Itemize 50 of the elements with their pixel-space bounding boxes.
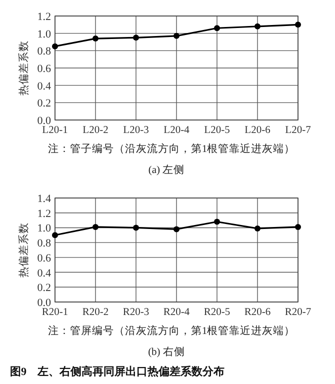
x-tick-label: L20-5 <box>204 125 230 136</box>
point <box>295 224 301 230</box>
point <box>214 218 220 225</box>
point <box>214 25 220 32</box>
x-tick-label: R20-5 <box>204 307 230 318</box>
text: (b) 右侧 <box>148 346 185 358</box>
x-tick-label: R20-4 <box>163 307 190 318</box>
x-tick-label: L20-1 <box>42 125 68 136</box>
x-tick-label: R20-2 <box>82 307 109 318</box>
x-tick-label: L20-3 <box>123 125 149 136</box>
point <box>52 232 58 238</box>
point <box>133 224 139 231</box>
point <box>174 32 180 39</box>
point <box>254 225 260 232</box>
y-tick-label: 0.4 <box>37 267 52 280</box>
point <box>254 23 260 30</box>
caption: 图9 左、右侧高再同屏出口热偏差系数分布 <box>10 365 224 378</box>
x-tick-label: L20-6 <box>244 125 270 136</box>
y-tick-label: 0.2 <box>37 98 51 110</box>
y-axis-title: 热偏差系数 <box>17 222 30 278</box>
x-tick-label: R20-1 <box>42 307 68 318</box>
x-axis-title: 注：管子编号（沿灰流方向，第1根管靠近进灰端） <box>48 142 296 155</box>
y-tick-label: 1.0 <box>37 222 52 235</box>
y-tick-label: 1.0 <box>37 28 52 40</box>
y-tick-label: 0.2 <box>37 282 51 294</box>
y-tick-label: 0.6 <box>37 63 52 75</box>
y-tick-label: 0.8 <box>37 46 52 58</box>
point <box>133 34 139 41</box>
point <box>92 36 98 42</box>
y-tick-label: 0.0 <box>37 115 52 127</box>
point <box>174 226 180 232</box>
x-tick-label: L20-2 <box>82 125 108 136</box>
text: (a) 左侧 <box>148 164 185 176</box>
y-tick-label: 0.4 <box>37 80 52 92</box>
x-tick-label: R20-3 <box>122 307 150 318</box>
y-tick-label: 0.0 <box>37 297 52 309</box>
y-tick-label: 1.2 <box>37 11 51 23</box>
point <box>92 224 98 230</box>
x-axis-title: 注：管屏编号（沿灰流方向，第1根管靠近进灰端） <box>48 324 296 337</box>
x-tick-label: L20-4 <box>164 125 190 136</box>
y-tick-label: 0.6 <box>37 252 52 264</box>
x-tick-label: L20-7 <box>285 125 311 136</box>
x-tick-label: R20-7 <box>284 307 312 318</box>
x-tick-label: R20-6 <box>244 307 271 318</box>
y-axis-title: 热偏差系数 <box>17 40 30 96</box>
point <box>52 43 58 50</box>
y-tick-label: 1.4 <box>37 193 52 205</box>
y-tick-label: 0.8 <box>37 238 52 250</box>
y-tick-label: 1.2 <box>37 208 51 220</box>
point <box>295 22 301 28</box>
